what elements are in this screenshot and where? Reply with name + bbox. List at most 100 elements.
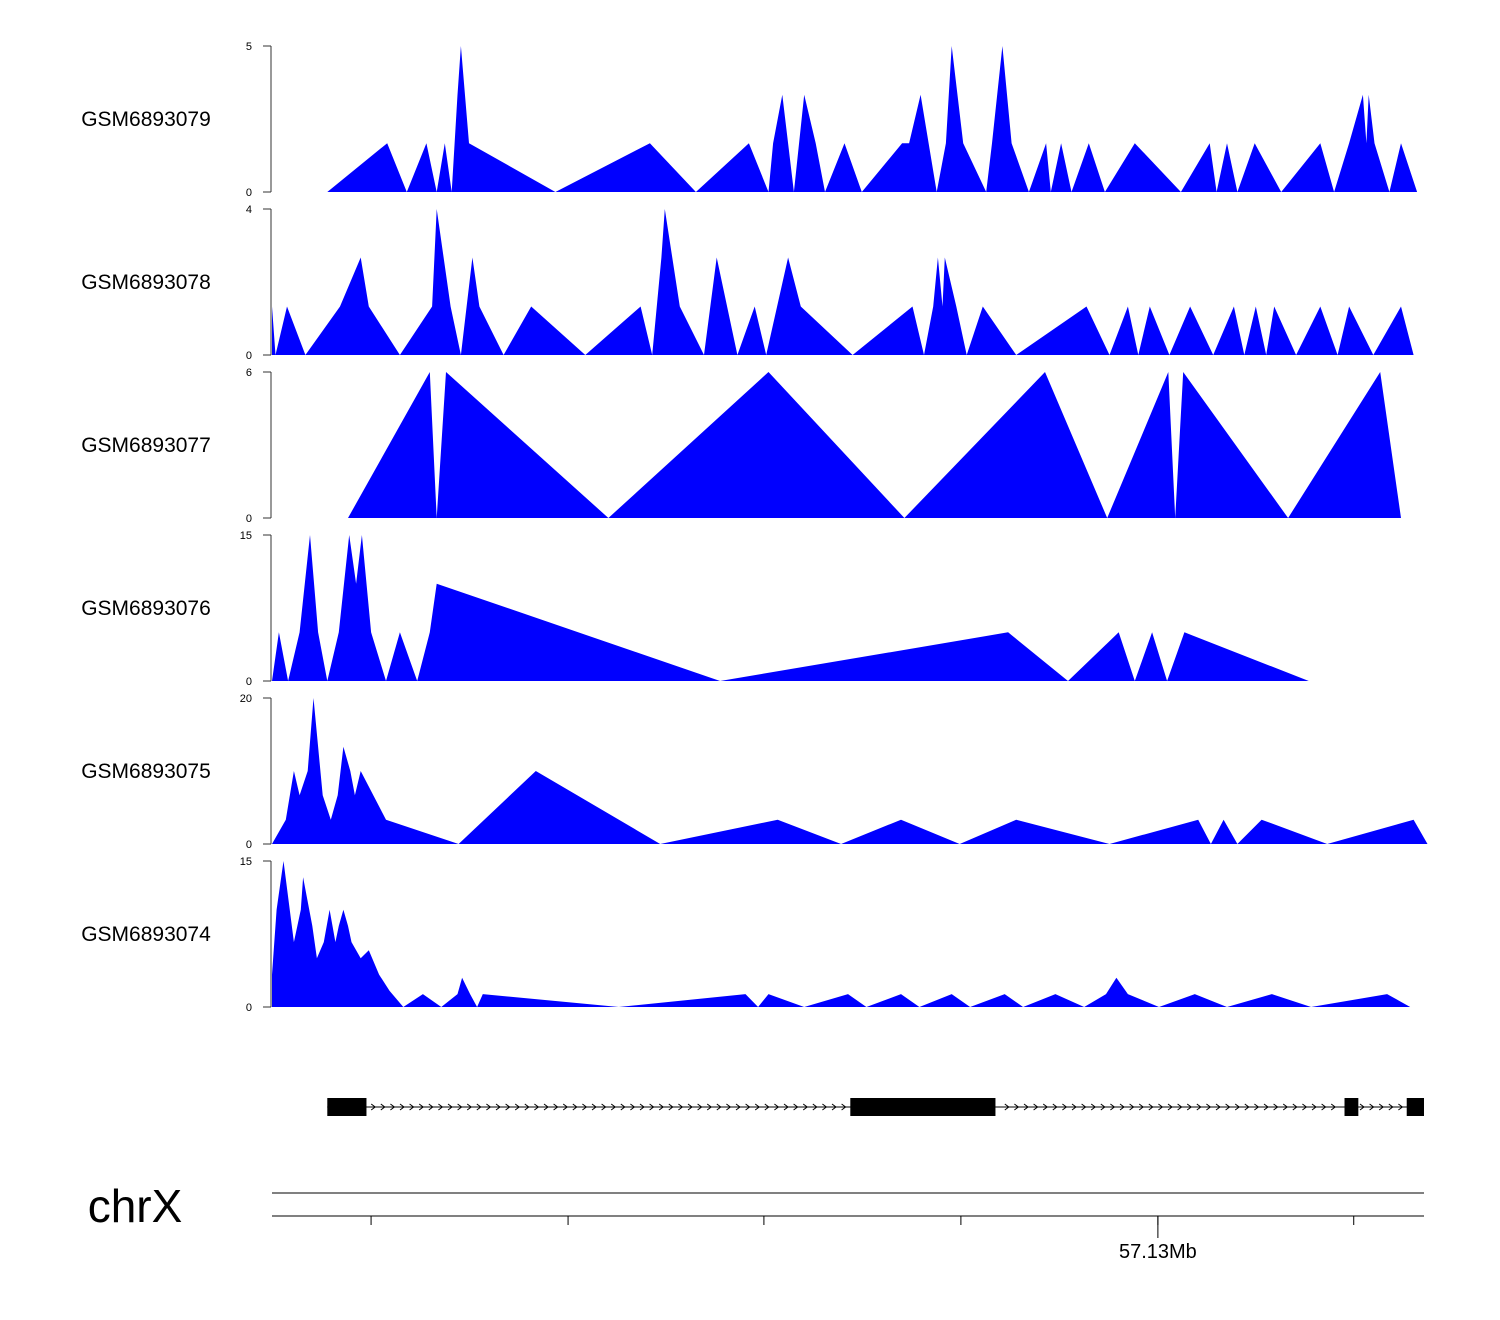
- track-label: GSM6893075: [81, 760, 211, 783]
- strand-arrow: [466, 1103, 473, 1111]
- strand-arrow: [630, 1103, 636, 1111]
- strand-arrow: [476, 1103, 482, 1111]
- coverage-area: [272, 698, 1428, 844]
- strand-arrow: [447, 1103, 453, 1111]
- strand-arrow: [572, 1103, 578, 1111]
- strand-arrow: [1004, 1103, 1010, 1111]
- strand-arrow: [1282, 1103, 1289, 1111]
- strand-arrow: [1398, 1103, 1404, 1111]
- strand-arrow: [706, 1103, 713, 1111]
- track-GSM6893078: GSM6893078 0 4: [81, 204, 1414, 362]
- strand-arrow: [668, 1103, 674, 1111]
- coverage-area: [272, 535, 1309, 681]
- strand-arrow: [649, 1103, 655, 1111]
- strand-arrow: [495, 1103, 501, 1111]
- strand-arrow: [735, 1103, 741, 1111]
- track-label: GSM6893079: [81, 108, 211, 131]
- track-GSM6893077: GSM6893077 0 6: [81, 367, 1401, 525]
- strand-arrow: [562, 1103, 569, 1111]
- strand-arrow: [1234, 1103, 1241, 1111]
- strand-arrow: [1254, 1103, 1260, 1111]
- strand-arrow: [639, 1103, 645, 1111]
- track-label: GSM6893078: [81, 271, 211, 294]
- strand-arrow: [1023, 1103, 1029, 1111]
- strand-arrow: [1196, 1103, 1202, 1111]
- y-tick-label: 5: [246, 41, 252, 53]
- track-label: GSM6893076: [81, 597, 211, 620]
- strand-arrow: [1100, 1103, 1106, 1111]
- strand-arrow: [418, 1103, 425, 1111]
- strand-arrow: [1330, 1103, 1337, 1111]
- strand-arrow: [1263, 1103, 1269, 1111]
- strand-arrow: [1119, 1103, 1125, 1111]
- strand-arrow: [1167, 1103, 1173, 1111]
- strand-arrow: [514, 1103, 521, 1111]
- strand-arrow: [1206, 1103, 1212, 1111]
- strand-arrow: [1186, 1103, 1193, 1111]
- strand-arrow: [1388, 1103, 1394, 1111]
- y-tick-label: 0: [246, 513, 252, 525]
- strand-arrow: [1129, 1103, 1135, 1111]
- y-tick-label: 0: [246, 1002, 252, 1014]
- strand-arrow: [812, 1103, 818, 1111]
- strand-arrow: [1177, 1103, 1183, 1111]
- track-GSM6893079: GSM6893079 0 5: [81, 41, 1418, 199]
- strand-arrow: [543, 1103, 549, 1111]
- coverage-area: [272, 861, 1411, 1007]
- strand-arrow: [1148, 1103, 1154, 1111]
- y-tick-label: 15: [240, 856, 252, 868]
- strand-arrow: [1273, 1103, 1279, 1111]
- y-tick-label: 15: [240, 530, 252, 542]
- exon: [1344, 1098, 1359, 1116]
- y-tick-label: 0: [246, 676, 252, 688]
- strand-arrow: [591, 1103, 597, 1111]
- strand-arrow: [1014, 1103, 1020, 1111]
- coverage-area: [272, 209, 1414, 355]
- strand-arrow: [716, 1103, 722, 1111]
- track-label: GSM6893077: [81, 434, 211, 457]
- strand-arrow: [1359, 1103, 1365, 1111]
- strand-arrow: [582, 1103, 588, 1111]
- strand-arrow: [1158, 1103, 1164, 1111]
- y-tick-label: 4: [246, 204, 252, 216]
- strand-arrow: [534, 1103, 540, 1111]
- track-label: GSM6893074: [81, 923, 211, 946]
- strand-arrow: [505, 1103, 511, 1111]
- strand-arrow: [1378, 1103, 1385, 1111]
- y-tick-label: 20: [240, 693, 252, 705]
- exon: [850, 1098, 996, 1116]
- strand-arrow: [754, 1103, 761, 1111]
- exon: [1406, 1098, 1424, 1116]
- strand-arrow: [620, 1103, 626, 1111]
- track-GSM6893075: GSM6893075 0 20: [81, 693, 1428, 851]
- y-tick-label: 0: [246, 350, 252, 362]
- strand-arrow: [687, 1103, 693, 1111]
- strand-arrow: [428, 1103, 434, 1111]
- strand-arrow: [1225, 1103, 1231, 1111]
- strand-arrow: [745, 1103, 751, 1111]
- y-tick-label: 0: [246, 839, 252, 851]
- strand-arrow: [822, 1103, 828, 1111]
- strand-arrow: [1071, 1103, 1077, 1111]
- strand-arrow: [783, 1103, 789, 1111]
- strand-arrow: [1302, 1103, 1308, 1111]
- strand-arrow: [726, 1103, 732, 1111]
- strand-arrow: [610, 1103, 617, 1111]
- strand-arrow: [1292, 1103, 1298, 1111]
- track-GSM6893076: GSM6893076 0 15: [81, 530, 1309, 688]
- strand-arrow: [1062, 1103, 1068, 1111]
- strand-arrow: [1090, 1103, 1097, 1111]
- strand-arrow: [1138, 1103, 1145, 1111]
- strand-arrow: [390, 1103, 396, 1111]
- coverage-tracks: GSM689307905GSM689307804GSM689307706GSM6…: [81, 41, 1428, 1014]
- strand-arrow: [370, 1103, 377, 1111]
- strand-arrow: [1311, 1103, 1317, 1111]
- strand-arrow: [831, 1103, 837, 1111]
- strand-arrow: [697, 1103, 703, 1111]
- strand-arrow: [1215, 1103, 1221, 1111]
- strand-arrow: [1321, 1103, 1327, 1111]
- strand-arrow: [1052, 1103, 1058, 1111]
- strand-arrow: [774, 1103, 780, 1111]
- coverage-area: [327, 46, 1418, 192]
- strand-arrow: [1369, 1103, 1375, 1111]
